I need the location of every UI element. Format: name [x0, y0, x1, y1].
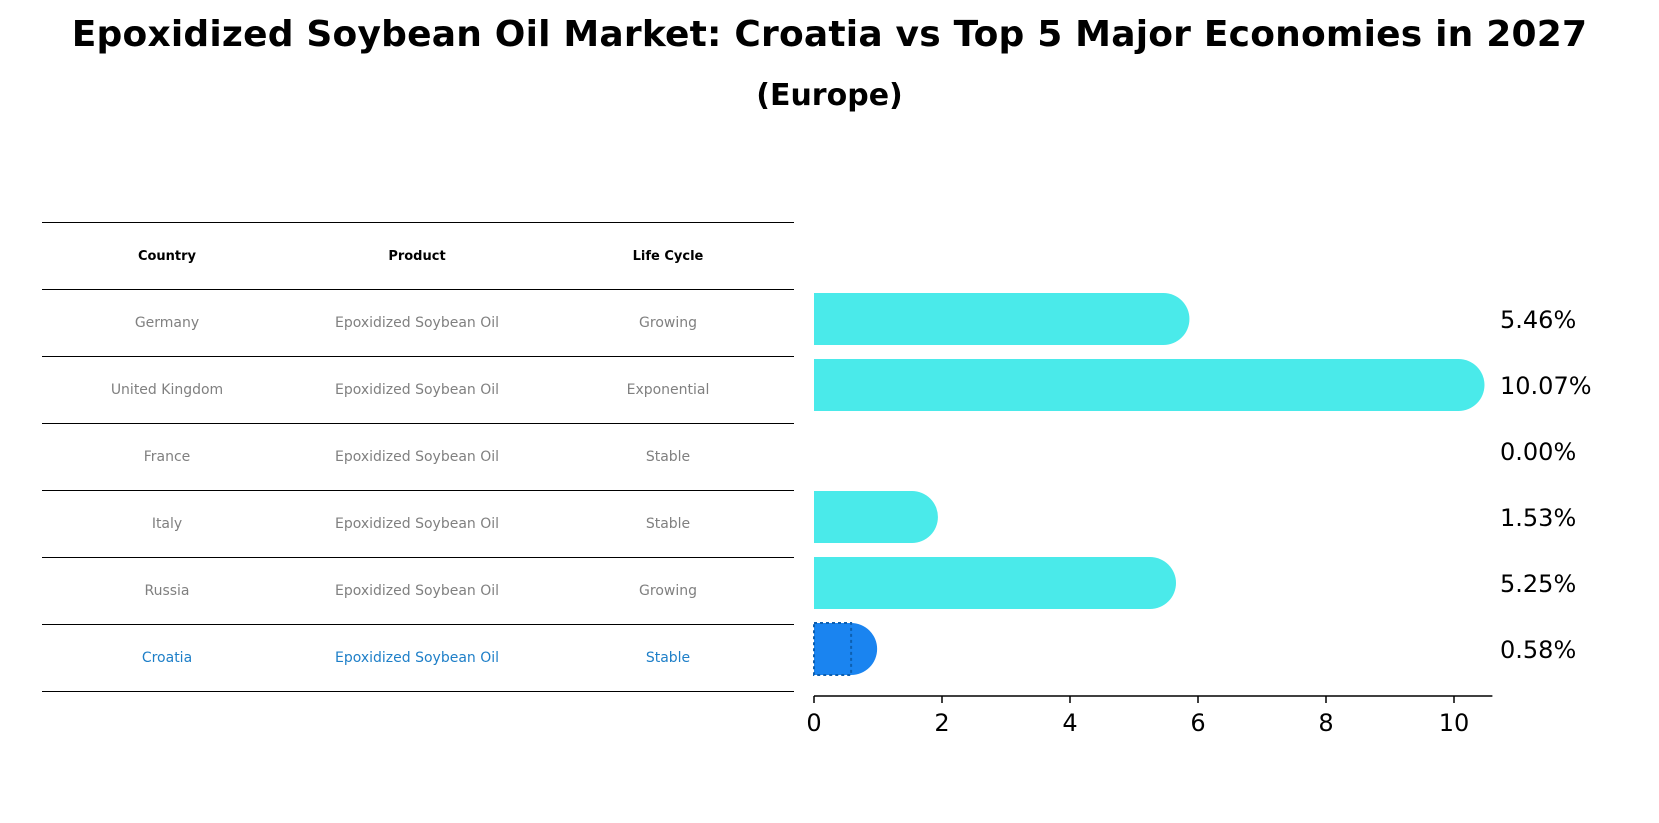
header-life-cycle: Life Cycle: [632, 248, 704, 264]
cell-product: Epoxidized Soybean Oil: [334, 382, 500, 398]
value-label: 0.58%: [1500, 636, 1576, 664]
x-tick-label: 10: [1439, 709, 1470, 737]
bar-croatia: [814, 623, 878, 675]
table-row: United Kingdom Epoxidized Soybean Oil Ex…: [42, 356, 794, 423]
cell-life-cycle: Growing: [639, 315, 697, 331]
value-label: 0.00%: [1500, 438, 1576, 466]
cell-country: Russia: [144, 583, 190, 599]
cell-country: Germany: [134, 315, 200, 331]
bar-italy: [814, 491, 938, 543]
bar-russia: [814, 557, 1176, 609]
value-label: 1.53%: [1500, 504, 1576, 532]
cell-product: Epoxidized Soybean Oil: [334, 516, 500, 532]
header-product: Product: [388, 248, 446, 264]
cell-life-cycle: Stable: [645, 516, 691, 532]
x-tick-label: 8: [1318, 709, 1333, 737]
cell-country: United Kingdom: [110, 382, 224, 398]
cell-life-cycle: Exponential: [626, 382, 710, 398]
table-row: Germany Epoxidized Soybean Oil Growing: [42, 289, 794, 356]
bar-highlight-outline: [813, 622, 853, 676]
data-table: Country Product Life Cycle Germany Epoxi…: [42, 222, 794, 692]
table-row: Russia Epoxidized Soybean Oil Growing: [42, 557, 794, 624]
bar-united-kingdom: [814, 359, 1485, 411]
table-row: France Epoxidized Soybean Oil Stable: [42, 423, 794, 490]
value-label: 5.46%: [1500, 306, 1576, 334]
cell-life-cycle: Growing: [639, 583, 697, 599]
value-label: 5.25%: [1500, 570, 1576, 598]
cell-product: Epoxidized Soybean Oil: [334, 650, 500, 666]
table-row: Italy Epoxidized Soybean Oil Stable: [42, 490, 794, 557]
cell-life-cycle: Stable: [645, 650, 691, 666]
table-header-row: Country Product Life Cycle: [42, 222, 794, 289]
cell-product: Epoxidized Soybean Oil: [334, 449, 500, 465]
x-tick-label: 0: [806, 709, 821, 737]
cell-country: Croatia: [141, 650, 193, 666]
header-country: Country: [137, 248, 197, 264]
cell-life-cycle: Stable: [645, 449, 691, 465]
x-tick-label: 6: [1190, 709, 1205, 737]
bar-germany: [814, 293, 1190, 345]
x-tick-label: 4: [1062, 709, 1077, 737]
cell-country: France: [143, 449, 191, 465]
cell-product: Epoxidized Soybean Oil: [334, 315, 500, 331]
cell-country: Italy: [151, 516, 183, 532]
table-row-highlighted: Croatia Epoxidized Soybean Oil Stable: [42, 624, 794, 692]
x-tick-label: 2: [934, 709, 949, 737]
chart-title: Epoxidized Soybean Oil Market: Croatia v…: [71, 14, 1588, 55]
cell-product: Epoxidized Soybean Oil: [334, 583, 500, 599]
chart-subtitle: (Europe): [756, 78, 903, 113]
value-label: 10.07%: [1500, 372, 1592, 400]
